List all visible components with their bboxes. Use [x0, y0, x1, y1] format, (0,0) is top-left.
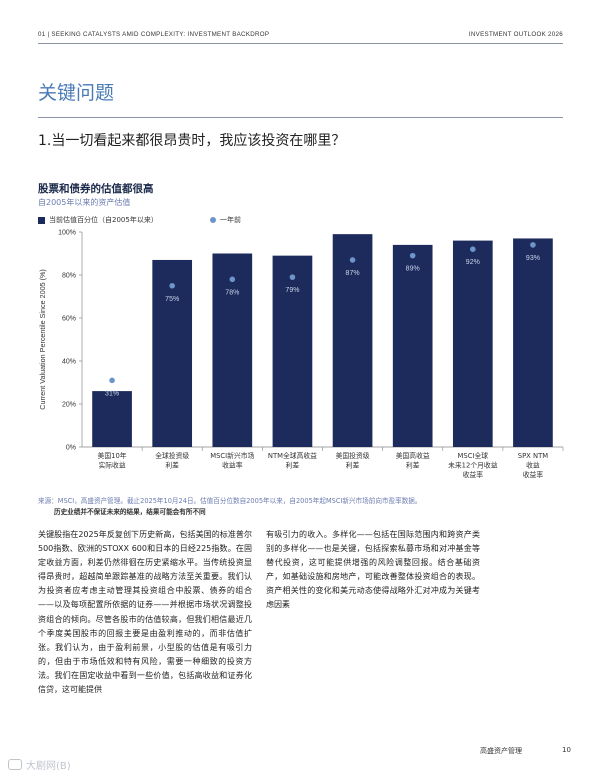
source-text: 来源：MSCI，高盛资产管理。截止2025年10月24日。估值百分位数自2005… — [38, 497, 422, 505]
bar-value-label: 75% — [165, 296, 179, 303]
y-tick-label: 80% — [62, 273, 76, 280]
watermark-text: 大剧网(B) — [26, 761, 71, 772]
one-year-ago-dot — [349, 257, 356, 263]
bar — [212, 253, 253, 447]
bar — [272, 255, 313, 447]
y-tick-label: 0% — [66, 445, 76, 452]
y-axis-title: Current Valuation Percentile Since 2005 … — [38, 269, 47, 410]
x-category-label: 收益率 — [222, 461, 243, 470]
x-category-label: MSCI新兴市场 — [210, 451, 254, 460]
x-category-label: 收益率 — [463, 470, 484, 479]
header-publication-title: INVESTMENT OUTLOOK 2026 — [468, 31, 563, 38]
x-category-label: 美国高收益 — [396, 451, 430, 460]
bar-value-label: 79% — [285, 287, 299, 294]
disclaimer-text: 历史业绩并不保证未来的结果，结果可能会有所不同 — [54, 508, 206, 516]
body-text-column-2: 有吸引力的收入。多样化——包括在国际范围内和跨资产类别的多样化——也是关键，包括… — [266, 530, 480, 610]
x-category-label: 实际收益 — [98, 461, 125, 470]
one-year-ago-dot — [289, 274, 296, 280]
one-year-ago-dot — [409, 252, 416, 259]
valuation-bar-chart: 0% 20% 40% 60% 80% 100% Current Valuation Perc… — [38, 230, 564, 479]
bar-value-label: 93% — [526, 255, 540, 262]
bar-value-label: 89% — [406, 266, 420, 273]
legend-dot-label: 一年前 — [220, 216, 241, 224]
watermark: 大剧网(B) — [8, 757, 71, 772]
one-year-ago-dot — [109, 377, 115, 384]
bar — [152, 259, 193, 447]
x-category-label: 未来12个月收益 — [448, 461, 498, 470]
body-text-column-1: 关键股指在2025年反复创下历史新高，包括美国的标准普尔500指数、欧洲的STO… — [38, 530, 252, 695]
one-year-ago-dot — [169, 282, 175, 289]
header-breadcrumb: 01 | SEEKING CATALYSTS AMID COMPLEXITY: … — [38, 31, 270, 38]
key-question: 1.当一切看起来都很昂贵时，我应该投资在哪里？ — [38, 133, 346, 149]
legend-item-dots: 一年前 — [210, 215, 241, 225]
watermark-icon — [8, 759, 22, 770]
x-category-label: 利差 — [346, 461, 360, 470]
x-category-label: SPX NTM — [518, 452, 548, 460]
bar — [92, 391, 132, 447]
bar-value-label: 92% — [466, 259, 480, 266]
y-tick-label: 100% — [58, 230, 76, 237]
legend-item-bars: 当前估值百分位（自2005年以来） — [38, 215, 158, 225]
section-divider — [38, 117, 563, 118]
header-divider — [38, 43, 563, 44]
bar — [513, 238, 553, 447]
x-category-label: MSCI全球 — [458, 451, 489, 460]
section-title: 关键问题 — [38, 82, 115, 104]
x-category-label: 利差 — [165, 461, 179, 470]
x-category-label: 利差 — [286, 461, 300, 470]
chart-source-note: 来源：MSCI，高盛资产管理。截止2025年10月24日。估值百分位数自2005… — [38, 496, 568, 518]
x-category-label: 利差 — [406, 461, 420, 470]
bar — [332, 234, 373, 447]
y-tick-label: 40% — [62, 359, 76, 366]
one-year-ago-dot — [470, 246, 476, 252]
bar-value-label: 87% — [346, 270, 360, 277]
page-number: 10 — [562, 746, 571, 754]
x-category-label: NTM全球高收益 — [268, 451, 317, 460]
footer-label: 高盛资产管理 — [480, 747, 522, 755]
chart-subtitle: 自2005年以来的资产估值 — [38, 198, 131, 207]
y-tick-label: 60% — [62, 316, 76, 323]
bar — [452, 240, 493, 447]
y-tick-label: 20% — [62, 402, 76, 409]
legend-bar-label: 当前估值百分位（自2005年以来） — [49, 216, 158, 224]
x-category-label: 收益 — [526, 461, 540, 470]
bar-value-label: 31% — [105, 390, 119, 397]
x-category-label: 美国投资级 — [336, 451, 370, 460]
one-year-ago-dot — [229, 276, 236, 283]
legend-bar-swatch — [38, 216, 45, 224]
bar-value-label: 78% — [225, 289, 239, 296]
one-year-ago-dot — [530, 242, 536, 248]
x-category-label: 全球投资级 — [155, 451, 189, 460]
x-category-label: 收益率 — [523, 470, 544, 479]
x-category-label: 美国10年 — [98, 451, 127, 460]
bar — [392, 244, 433, 447]
legend-dot-swatch — [210, 217, 216, 223]
chart-title: 股票和债券的估值都很高 — [38, 183, 154, 195]
